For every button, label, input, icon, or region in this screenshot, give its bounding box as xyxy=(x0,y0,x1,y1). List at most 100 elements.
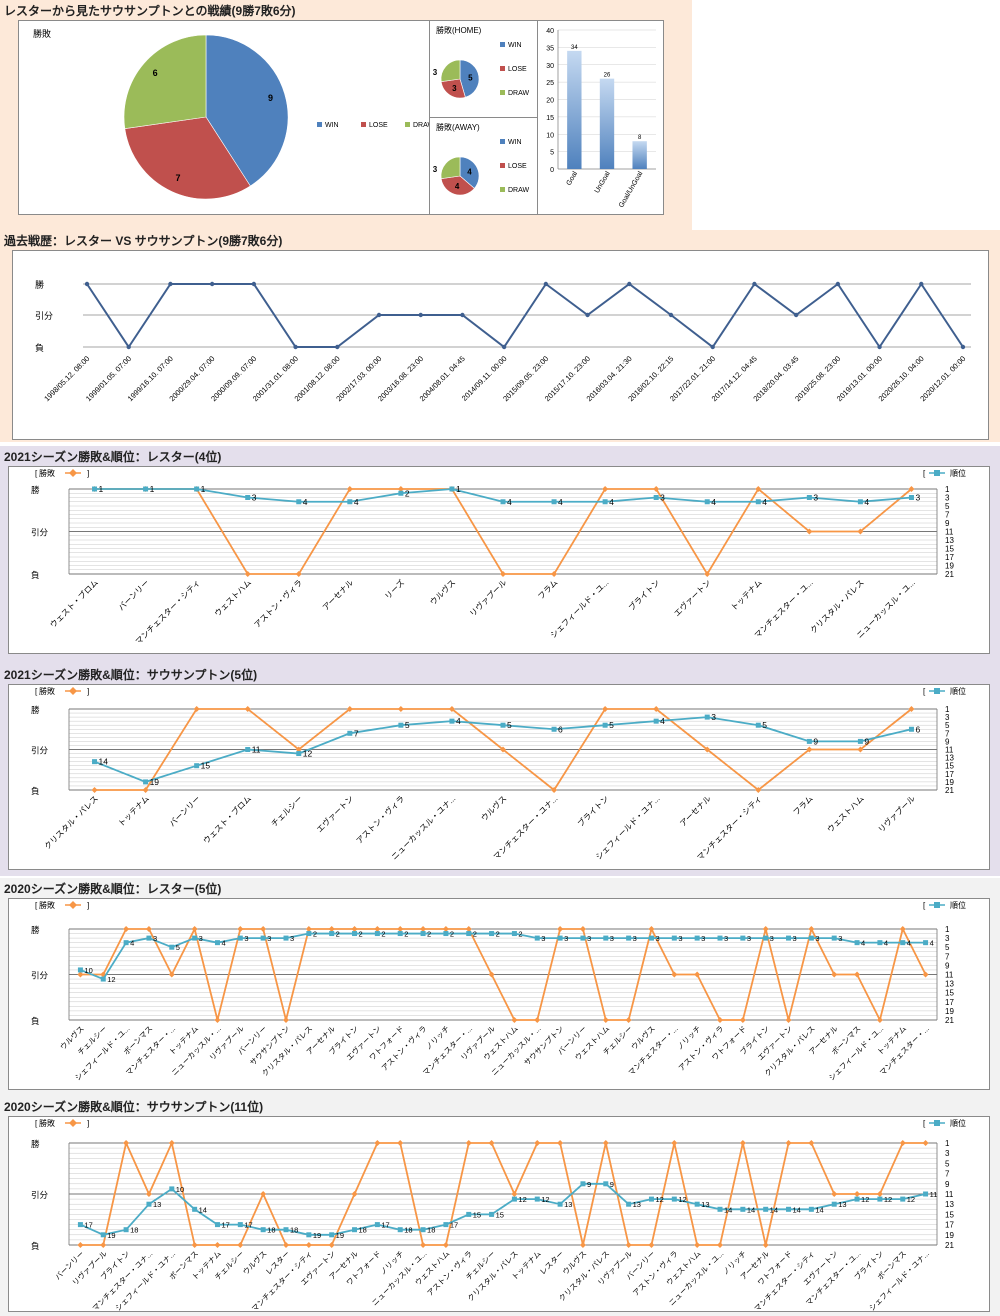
history-point xyxy=(293,344,298,350)
pie-home-panel: 勝敗(HOME) 5 3 3 WIN LOSE DRAW xyxy=(429,20,538,118)
rank-point xyxy=(489,1211,495,1217)
result-point xyxy=(755,486,762,492)
result-point xyxy=(602,486,609,492)
rank-series-line xyxy=(80,932,926,981)
rank-point xyxy=(347,730,353,736)
rank-data-label: 4 xyxy=(864,497,869,507)
rank-tick-label: 17 xyxy=(945,770,954,779)
sou2021-section: 2021シーズン勝敗&順位：サウサンプトン(5位) [勝敗][順位 1 3 5 7 9 11… xyxy=(0,664,1000,876)
result-point xyxy=(831,971,838,978)
rank-data-label: 4 xyxy=(660,716,665,726)
rank-point xyxy=(534,1196,540,1202)
rank-data-label: 10 xyxy=(176,1185,184,1194)
legend-label-draw: DRAW xyxy=(413,122,429,129)
rank-point xyxy=(557,1201,563,1207)
rank-data-label: 5 xyxy=(176,943,180,952)
result-point xyxy=(717,1242,723,1248)
result-point xyxy=(142,787,149,793)
rank-data-label: 14 xyxy=(747,1205,755,1214)
result-point xyxy=(77,1242,84,1248)
sou2021-title: 2021シーズン勝敗&順位：サウサンプトン(5位) xyxy=(4,668,258,682)
result-point xyxy=(260,926,267,932)
rank-data-label: 12 xyxy=(907,1195,915,1204)
rank-data-label: 18 xyxy=(404,1226,412,1235)
xtick-label: シェフィールド・ユ... xyxy=(549,578,611,640)
legend-swatch-draw xyxy=(405,122,410,127)
result-point xyxy=(755,787,762,793)
legend-bracket: [ xyxy=(923,1119,926,1128)
result-point xyxy=(671,1140,678,1146)
legend-marker-rank xyxy=(934,688,940,694)
bar-ytick-label: 30 xyxy=(546,63,554,70)
rank-data-label: 19 xyxy=(313,1231,321,1240)
rank-tick-label: 3 xyxy=(945,713,950,722)
rank-point xyxy=(352,931,358,937)
rank-point xyxy=(603,935,609,941)
result-tick-label: 負 xyxy=(31,570,40,580)
result-point xyxy=(671,971,678,978)
result-point xyxy=(193,706,200,712)
rank-data-label: 18 xyxy=(267,1226,275,1235)
rank-point xyxy=(192,935,198,941)
lei2020-title: 2020シーズン勝敗&順位：レスター(5位) xyxy=(4,882,222,896)
rank-tick-label: 1 xyxy=(945,485,950,494)
rank-data-label: 5 xyxy=(609,720,614,730)
xtick-label: アストン・ヴィラ xyxy=(354,793,406,845)
rank-tick-label: 11 xyxy=(945,746,954,755)
rank-point xyxy=(169,944,175,950)
rank-point xyxy=(908,495,914,500)
history-point xyxy=(752,281,757,287)
lei2020-section: 2020シーズン勝敗&順位：レスター(5位) [勝敗][順位 1 3 5 7 9 11 13 1… xyxy=(0,878,1000,1096)
history-point xyxy=(543,281,549,287)
rank-data-label: 12 xyxy=(303,749,313,759)
rank-data-label: 12 xyxy=(541,1195,549,1204)
bar-ytick-label: 25 xyxy=(546,80,554,87)
result-point xyxy=(511,1191,518,1197)
result-point xyxy=(244,571,251,577)
pie-away-chart: 勝敗(AWAY) 44 3 WIN LOSE DRAW xyxy=(433,122,530,196)
rank-data-label: 6 xyxy=(558,724,563,734)
rank-point xyxy=(449,718,455,724)
rank-point xyxy=(123,940,129,946)
rank-tick-label: 17 xyxy=(945,553,954,562)
rank-point xyxy=(857,738,863,744)
xtick-label: トッテナム xyxy=(729,578,763,612)
rank-point xyxy=(648,935,654,941)
history-panel: 勝引分負 1998/05.12. 08:00 1999/01.05. 07:00 19… xyxy=(12,250,989,440)
result-point xyxy=(123,1140,130,1146)
legend-marker-rank xyxy=(934,902,940,908)
xtick-label: アーセナル xyxy=(678,794,712,828)
bar-category-label: Goal/UnGoal xyxy=(618,170,645,209)
rank-data-label: 4 xyxy=(507,497,512,507)
pie-slice-draw xyxy=(440,59,461,83)
pie-away-panel: 勝敗(AWAY) 4 4 3 WIN LOSE DRAW xyxy=(429,117,538,215)
rank-data-label: 19 xyxy=(150,777,160,787)
legend-label-rank: 順位 xyxy=(950,686,966,696)
rank-data-label: 12 xyxy=(884,1195,892,1204)
rank-point xyxy=(237,1222,243,1228)
rank-point xyxy=(77,1222,83,1228)
result-point xyxy=(77,971,84,978)
rank-data-label: 13 xyxy=(701,1200,709,1209)
rank-data-label: 12 xyxy=(107,975,115,984)
rank-data-label: 5 xyxy=(405,720,410,730)
rank-data-label: 19 xyxy=(336,1231,344,1240)
result-point xyxy=(295,746,302,753)
rank-point xyxy=(786,935,792,941)
pie-slice-win xyxy=(459,156,480,189)
result-point xyxy=(295,571,302,577)
pie-title: 勝敗(HOME) xyxy=(436,25,482,35)
rank-point xyxy=(374,931,380,937)
rank-point xyxy=(374,1222,380,1228)
xtick-label: ブライトン xyxy=(575,793,610,828)
rank-point xyxy=(908,726,914,732)
pie-slice-draw xyxy=(123,34,207,130)
result-point xyxy=(762,1242,769,1248)
result-point xyxy=(922,971,929,978)
xtick-label: ウルヴス xyxy=(240,1248,268,1276)
result-point xyxy=(500,746,506,753)
result-point xyxy=(899,926,906,932)
rank-data-label: 3 xyxy=(701,934,705,943)
result-point xyxy=(922,1140,929,1146)
